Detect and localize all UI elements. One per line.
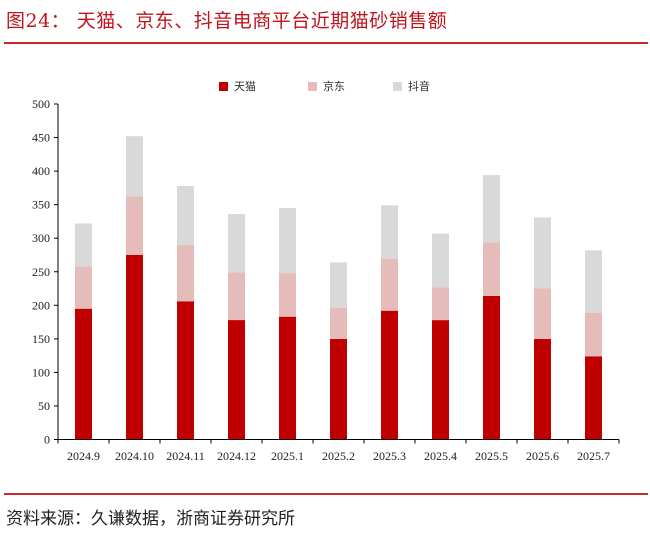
bar-segment (228, 272, 245, 320)
legend-item-jd: 京东 (308, 78, 345, 94)
legend-label-tmall: 天猫 (234, 80, 256, 93)
legend-label-jd: 京东 (323, 80, 345, 93)
bar-segment (177, 185, 194, 245)
x-tick-label: 2025.7 (577, 449, 610, 463)
x-tick-label: 2025.6 (526, 449, 559, 463)
y-tick-label: 500 (32, 97, 50, 111)
title-divider (4, 42, 648, 44)
bar-segment (330, 338, 347, 440)
bar-segment (75, 223, 92, 267)
y-tick-label: 0 (44, 433, 50, 447)
bar-segment (279, 208, 296, 274)
bar-group (75, 136, 602, 440)
y-tick-label: 200 (32, 298, 50, 312)
x-tick-label: 2024.9 (67, 449, 100, 463)
bar-segment (177, 244, 194, 302)
x-tick-label: 2024.10 (115, 449, 154, 463)
bar-segment (126, 196, 143, 255)
bar-segment (585, 312, 602, 357)
bar-segment (534, 217, 551, 289)
bar-segment (330, 308, 347, 339)
footer-divider (4, 493, 648, 495)
bar-segment (279, 273, 296, 317)
y-tick-label: 350 (32, 198, 50, 212)
x-tick-label: 2024.11 (166, 449, 205, 463)
axes: 2024.9 2024.10 2024.11 2024.12 2025.1 2025.2 2… (32, 97, 620, 463)
x-tick-label: 2025.4 (424, 449, 457, 463)
bar-segment (432, 287, 449, 321)
legend-swatch-douyin (393, 81, 402, 91)
source-note: 资料来源：久谦数据，浙商证券研究所 (6, 509, 295, 529)
legend-label-douyin: 抖音 (408, 80, 430, 93)
bar-segment (483, 242, 500, 296)
y-tick-label: 400 (32, 164, 50, 178)
y-tick-label: 300 (32, 231, 50, 245)
y-tick-label: 450 (32, 131, 50, 145)
x-tick-label: 2025.2 (322, 449, 355, 463)
bar-segment (126, 255, 143, 440)
bar-segment (534, 338, 551, 440)
bar-segment (483, 295, 500, 440)
bar-segment (381, 259, 398, 311)
x-tick-label: 2025.5 (475, 449, 508, 463)
stacked-bar-chart: 2024.9 2024.10 2024.11 2024.12 2025.1 2025.2 2… (32, 97, 620, 463)
y-tick-label: 100 (32, 365, 50, 379)
bar-segment (228, 320, 245, 440)
chart-legend: 天猫 京东 抖音 (0, 78, 650, 94)
bar-segment (432, 233, 449, 288)
bar-segment (177, 301, 194, 440)
x-tick-label: 2024.12 (217, 449, 256, 463)
y-tick-label: 150 (32, 332, 50, 346)
bar-segment (228, 214, 245, 273)
bar-segment (75, 266, 92, 309)
bar-segment (585, 356, 602, 440)
legend-swatch-tmall (219, 81, 228, 91)
bar-segment (279, 316, 296, 440)
bar-segment (381, 310, 398, 440)
bar-segment (330, 262, 347, 308)
bar-segment (483, 175, 500, 243)
bar-segment (126, 136, 143, 197)
legend-swatch-jd (308, 81, 317, 91)
x-tick-label: 2025.1 (271, 449, 304, 463)
bar-segment (534, 288, 551, 339)
y-tick-label: 250 (32, 265, 50, 279)
legend-item-tmall: 天猫 (219, 78, 256, 94)
bar-segment (381, 205, 398, 259)
bar-segment (75, 308, 92, 440)
bar-segment (585, 250, 602, 313)
bar-segment (432, 320, 449, 440)
figure-title: 图24： 天猫、京东、抖音电商平台近期猫砂销售额 (6, 10, 448, 32)
legend-item-douyin: 抖音 (393, 78, 430, 94)
x-tick-label: 2025.3 (373, 449, 406, 463)
y-tick-label: 50 (38, 399, 50, 413)
